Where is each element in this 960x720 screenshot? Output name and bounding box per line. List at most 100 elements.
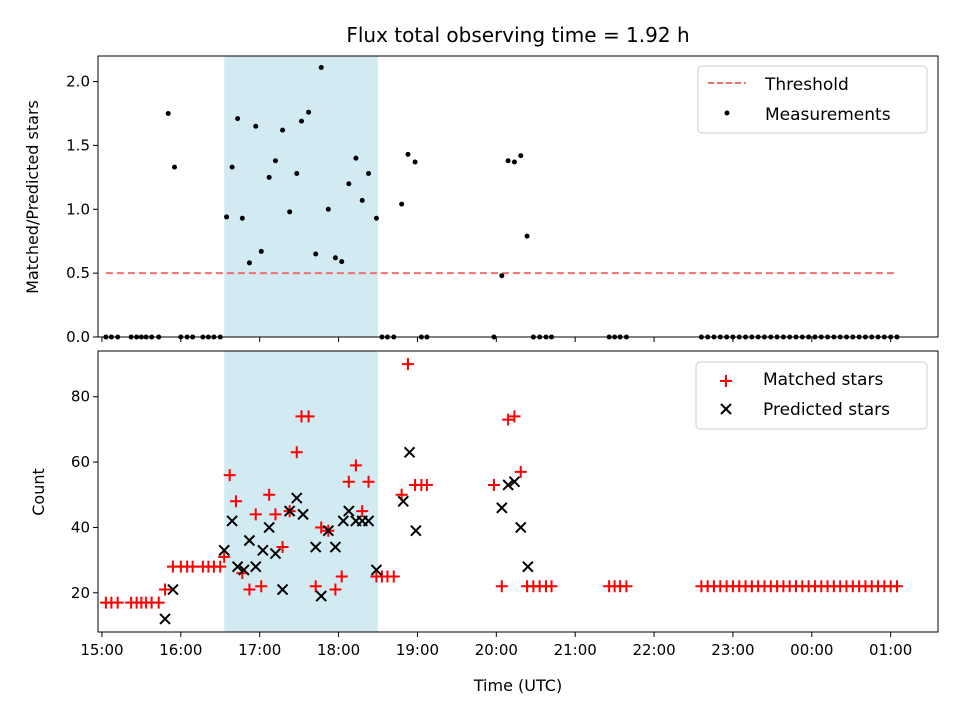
bottom-y-tick-label: 60 [71, 453, 90, 471]
predicted-point [257, 544, 269, 557]
legend-measurement-marker [724, 110, 730, 116]
top-y-tick-label: 0.5 [66, 264, 90, 282]
x-tick-label: 19:00 [396, 641, 439, 659]
predicted-point [496, 502, 508, 514]
measurement-point [287, 209, 293, 215]
measurement-point [272, 158, 278, 164]
predicted-point [243, 534, 256, 547]
legend-predicted-marker [720, 403, 732, 415]
measurement-point [325, 206, 331, 212]
predicted-point [502, 479, 514, 491]
x-tick-label: 22:00 [632, 641, 675, 659]
measurement-point [235, 116, 241, 122]
x-tick-label: 01:00 [869, 641, 912, 659]
legend-matched-marker [720, 375, 732, 387]
legend-matched-label: Matched stars [763, 370, 883, 390]
matched-point [502, 413, 515, 426]
matched-point [487, 478, 500, 491]
measurement-point [258, 248, 264, 254]
measurement-point [505, 158, 511, 164]
measurement-point [313, 251, 319, 257]
matched-point [309, 580, 322, 593]
measurement-point [165, 110, 171, 116]
matched-point [514, 465, 527, 478]
x-tick-label: 23:00 [711, 641, 754, 659]
measurement-point [298, 118, 304, 124]
predicted-point [403, 446, 416, 458]
measurement-point [280, 127, 286, 133]
top-y-tick-label: 1.5 [66, 136, 90, 154]
bottom-y-tick-label: 80 [71, 388, 90, 406]
measurement-point [253, 123, 259, 129]
predicted-point [250, 560, 262, 573]
measurement-point [318, 64, 324, 70]
top-y-tick-label: 2.0 [66, 73, 90, 91]
measurement-point [346, 181, 352, 187]
measurement-point [366, 171, 372, 177]
predicted-point [283, 505, 296, 517]
matched-point [290, 446, 303, 459]
measurement-point [353, 155, 359, 161]
predicted-point [370, 564, 383, 576]
top-legend-box [697, 65, 928, 134]
measurement-point [339, 259, 345, 265]
matched-point [349, 459, 362, 472]
x-tick-label: 15:00 [80, 641, 123, 659]
predicted-point [508, 475, 521, 488]
matched-point [335, 570, 348, 583]
predicted-point [297, 508, 309, 521]
matched-point [545, 580, 558, 593]
predicted-point [276, 583, 289, 596]
bottom-panel: 20 40 60 80 15:00 16:00 17:00 18:00 19:00 20:00 21… [71, 350, 939, 659]
predicted-point [397, 495, 409, 508]
predicted-point [309, 541, 322, 553]
matched-point [276, 541, 289, 554]
measurement-point [399, 201, 405, 207]
x-axis-label: Time (UTC) [473, 676, 562, 695]
predicted-point [329, 541, 342, 553]
measurement-point [524, 233, 530, 239]
x-tick-label: 20:00 [475, 641, 518, 659]
legend-threshold-label: Threshold [764, 75, 849, 95]
predicted-point [218, 544, 230, 557]
predicted-point [315, 590, 327, 602]
matched-point [111, 596, 124, 609]
measurement-point [266, 174, 272, 180]
predicted-point [263, 521, 275, 534]
measurement-point [239, 215, 245, 221]
x-tick-label: 21:00 [554, 641, 597, 659]
x-tick-label: 17:00 [238, 641, 281, 659]
matched-point [302, 410, 315, 423]
matched-point [620, 580, 633, 593]
predicted-point [322, 525, 335, 537]
predicted-point [515, 521, 527, 534]
measurement-point [518, 153, 524, 159]
matched-point [420, 478, 433, 491]
matched-point [329, 583, 342, 596]
bottom-legend-box [695, 361, 928, 430]
predicted-point [410, 525, 422, 537]
bottom-axes-frame [97, 350, 939, 633]
bottom-legend: Matched stars Predicted stars [695, 361, 928, 430]
matched-point [362, 475, 375, 488]
measurement-point [412, 159, 418, 165]
predicted-point [231, 560, 244, 573]
top-y-tick-label: 0.0 [66, 328, 90, 346]
measurement-point [405, 151, 411, 157]
measurement-point [246, 260, 252, 266]
top-axes-frame [97, 55, 939, 338]
legend-measurements-label: Measurements [765, 105, 891, 125]
top-panel: 0.0 0.5 1.0 1.5 2.0 [66, 55, 939, 346]
bottom-y-tick-label: 20 [71, 584, 90, 602]
bottom-y-tick-label: 40 [71, 518, 90, 536]
matched-point [401, 358, 414, 371]
matched-point [263, 488, 276, 501]
legend-predicted-label: Predicted stars [763, 400, 890, 420]
measurement-point [229, 164, 235, 170]
measurement-point [332, 255, 338, 261]
matched-point [218, 550, 231, 563]
x-tick-label: 00:00 [790, 641, 833, 659]
matched-point [356, 505, 369, 518]
top-y-tick-label: 1.0 [66, 200, 90, 218]
matched-point [223, 469, 236, 482]
